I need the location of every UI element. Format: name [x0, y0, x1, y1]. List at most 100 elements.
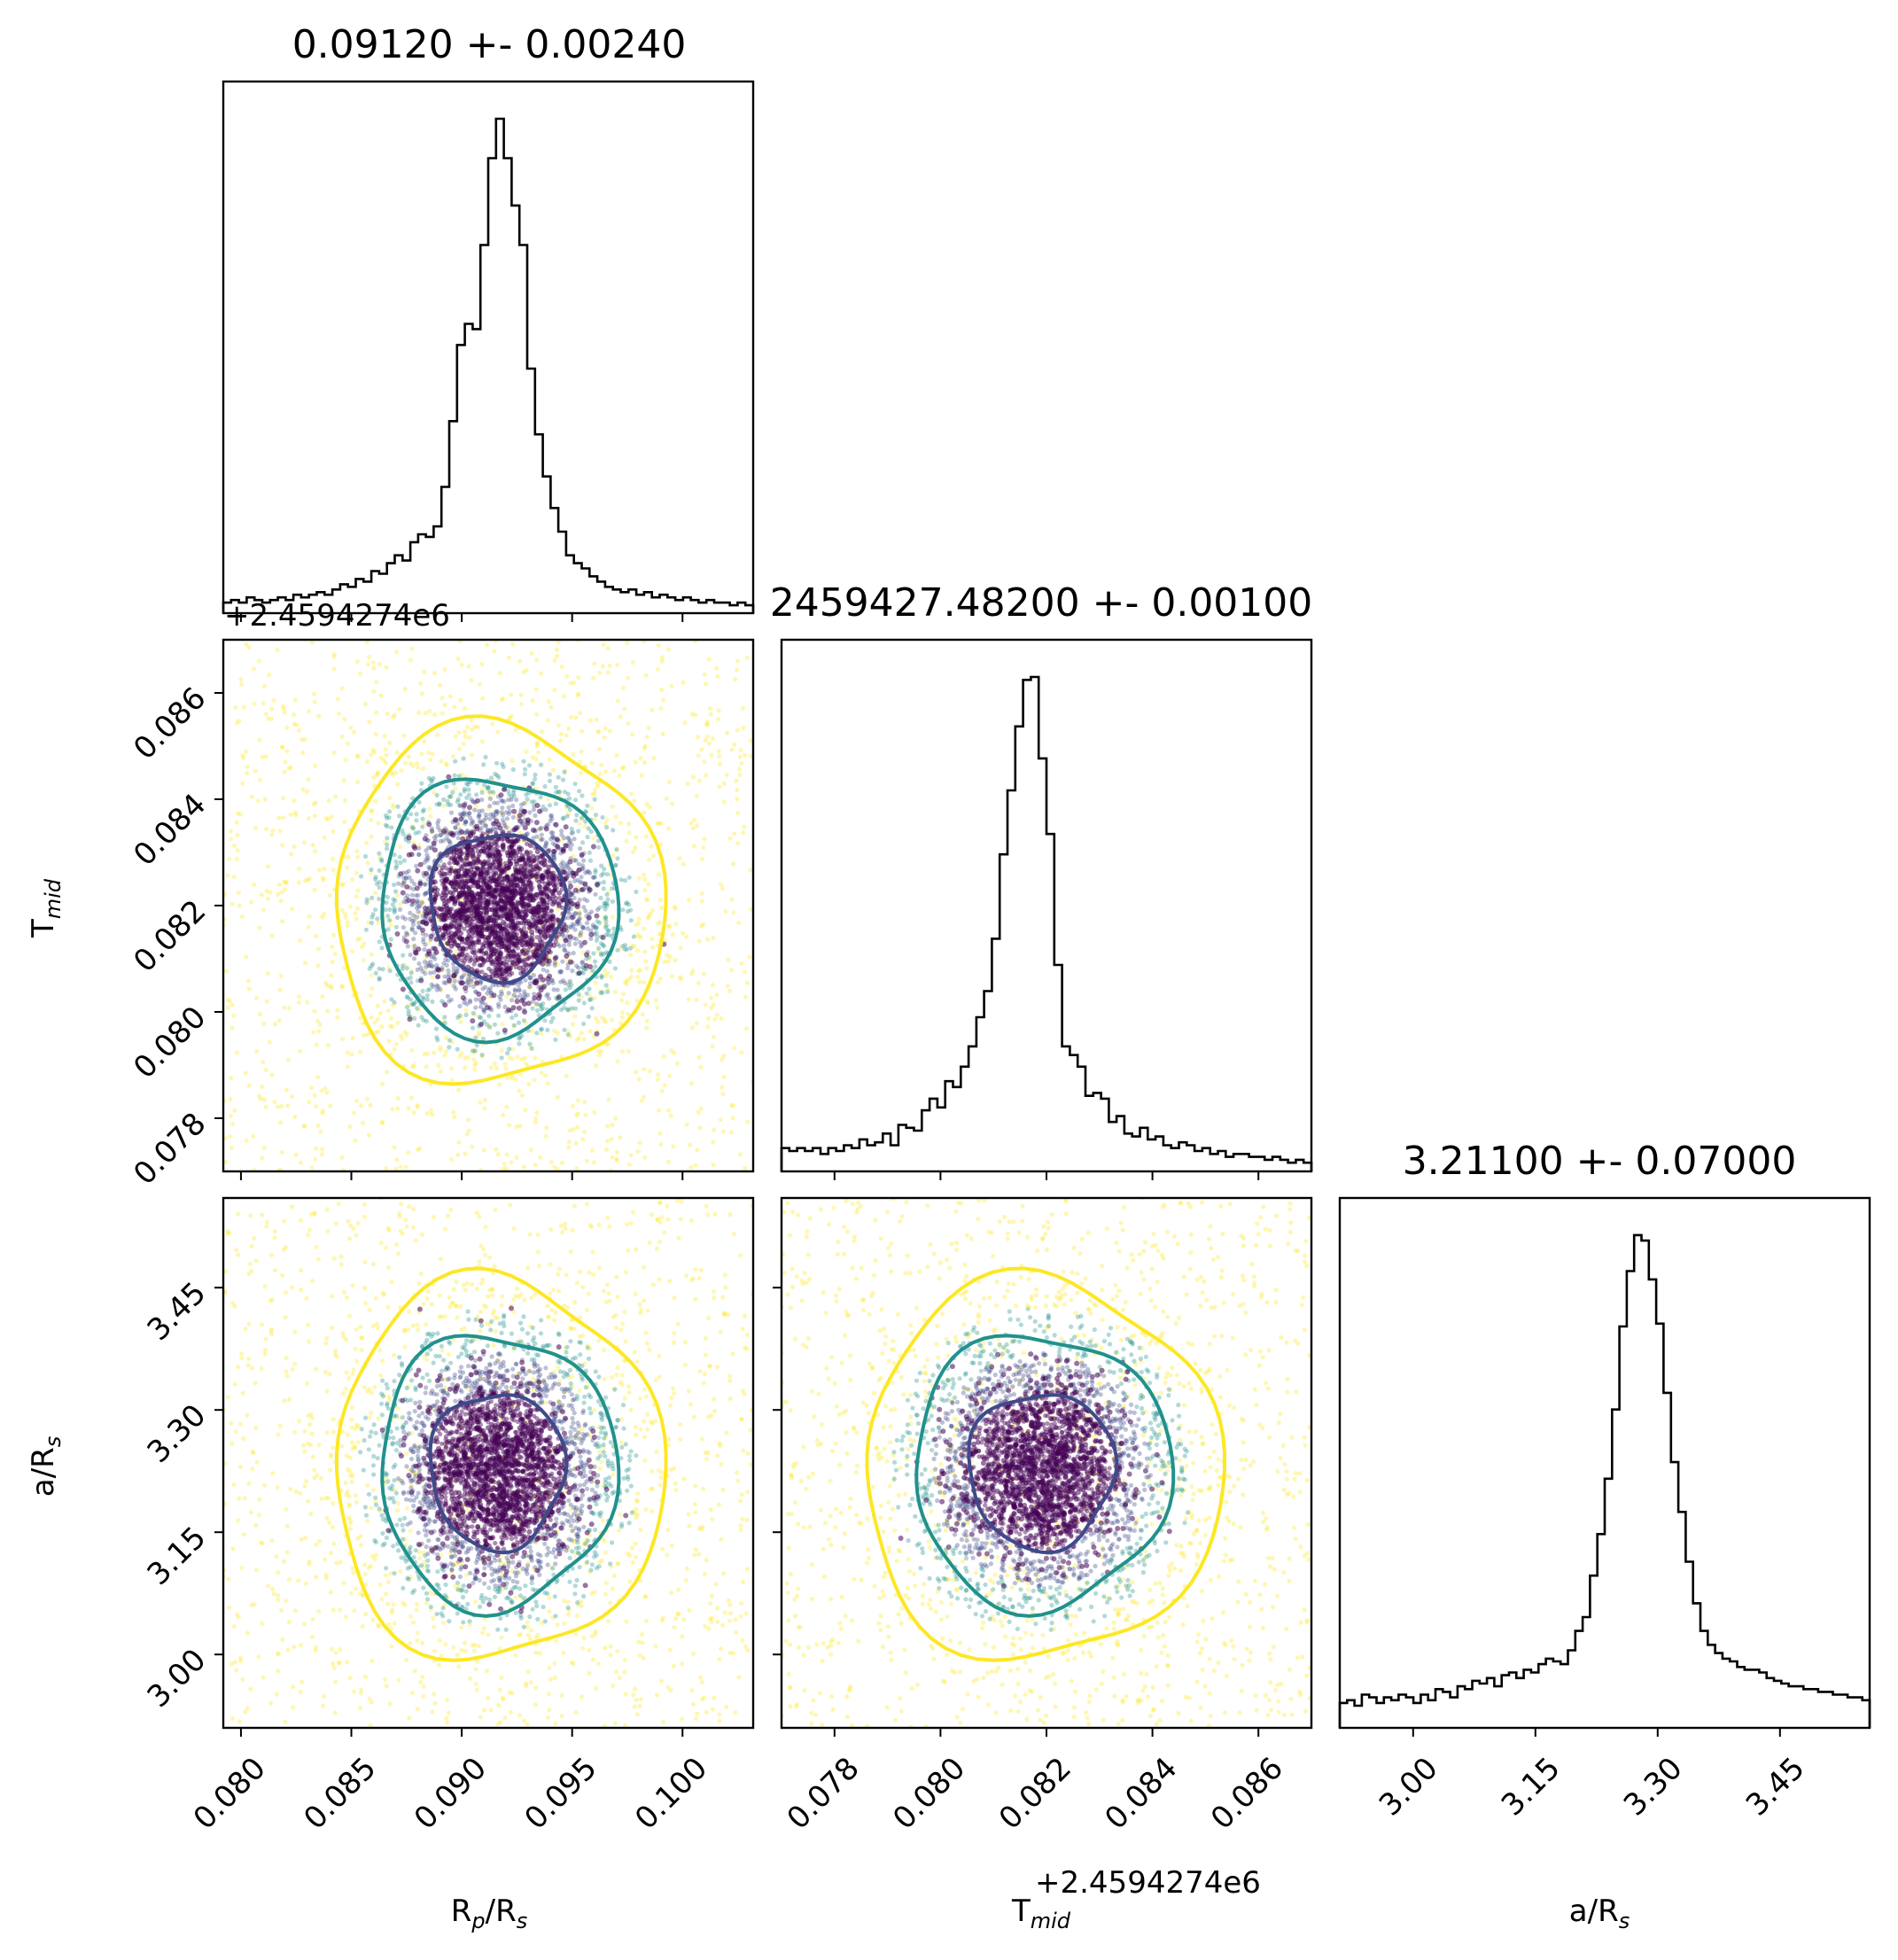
- scatter-point: [545, 1081, 550, 1086]
- scatter-point: [657, 931, 663, 937]
- scatter-point: [580, 863, 586, 868]
- scatter-point: [420, 900, 425, 906]
- scatter-point: [673, 957, 678, 962]
- scatter-point: [290, 906, 295, 912]
- scatter-point: [548, 908, 554, 914]
- scatter-point: [438, 1045, 443, 1050]
- scatter-point: [491, 992, 497, 999]
- scatter-point: [588, 931, 595, 937]
- scatter-point: [484, 927, 490, 932]
- scatter-point: [409, 892, 415, 898]
- scatter-point: [613, 862, 618, 867]
- scatter-point: [292, 1429, 298, 1435]
- scatter-point: [644, 999, 650, 1004]
- scatter-point: [574, 919, 580, 924]
- scatter-point: [588, 997, 594, 1002]
- scatter-point: [510, 993, 517, 999]
- scatter-point: [594, 925, 600, 930]
- scatter-point: [579, 875, 584, 880]
- scatter-point: [385, 1264, 391, 1271]
- scatter-point: [288, 812, 293, 817]
- scatter-point: [500, 813, 506, 818]
- scatter-point: [460, 995, 466, 1000]
- scatter-point: [734, 1629, 739, 1635]
- scatter-point: [522, 825, 528, 831]
- scatter-point: [602, 735, 607, 740]
- scatter-point: [313, 1103, 319, 1109]
- scatter-point: [395, 1405, 401, 1412]
- scatter-point: [598, 989, 603, 994]
- scatter-point: [480, 945, 486, 951]
- scatter-point: [576, 675, 581, 681]
- scatter-point: [374, 680, 379, 685]
- scatter-point: [422, 947, 427, 953]
- scatter-point: [622, 1657, 627, 1662]
- scatter-point: [339, 984, 346, 990]
- scatter-point: [388, 937, 393, 942]
- scatter-point: [735, 810, 741, 816]
- scatter-point: [456, 1139, 462, 1145]
- scatter-point: [563, 1221, 568, 1227]
- scatter-point: [465, 725, 471, 730]
- scatter-point: [369, 1390, 374, 1396]
- scatter-point: [517, 987, 522, 992]
- scatter-point: [725, 983, 730, 988]
- scatter-point: [445, 940, 451, 946]
- scatter-point: [602, 1017, 607, 1023]
- scatter-point: [507, 1046, 512, 1052]
- scatter-point: [547, 778, 553, 783]
- scatter-point: [585, 898, 590, 904]
- scatter-point: [735, 658, 741, 664]
- scatter-point: [407, 1203, 412, 1209]
- scatter-point: [283, 887, 288, 892]
- scatter-point: [483, 984, 488, 990]
- scatter-point: [620, 992, 626, 997]
- scatter-point: [409, 902, 415, 907]
- scatter-point: [292, 810, 298, 815]
- scatter-point: [479, 739, 485, 744]
- scatter-point: [339, 984, 345, 989]
- scatter-point: [272, 1022, 278, 1027]
- scatter-point: [709, 1005, 714, 1011]
- scatter-point: [608, 1653, 613, 1658]
- scatter-point: [522, 989, 527, 994]
- scatter-point: [647, 1069, 652, 1074]
- scatter-point: [494, 870, 499, 875]
- scatter-point: [484, 950, 489, 955]
- scatter-point: [568, 883, 573, 890]
- scatter-point: [495, 1031, 501, 1036]
- scatter-point: [699, 747, 704, 752]
- scatter-point: [694, 1716, 699, 1722]
- scatter-point: [508, 809, 513, 814]
- scatter-point: [420, 988, 425, 994]
- scatter-point: [496, 1357, 502, 1363]
- scatter-point: [406, 898, 412, 904]
- scatter-point: [610, 914, 615, 920]
- scatter-point: [230, 1546, 236, 1552]
- scatter-point: [402, 1328, 408, 1334]
- scatter-point: [695, 1711, 700, 1716]
- scatter-point: [539, 1026, 545, 1031]
- scatter-point: [595, 1019, 601, 1024]
- scatter-point: [446, 968, 451, 973]
- scatter-point: [689, 1688, 695, 1693]
- scatter-point: [492, 1308, 497, 1313]
- scatter-point: [233, 704, 238, 710]
- scatter-point: [438, 682, 443, 688]
- scatter-point: [377, 976, 382, 982]
- scatter-point: [541, 898, 546, 905]
- scatter-point: [574, 1166, 580, 1171]
- scatter-point: [477, 1259, 482, 1264]
- scatter-point: [526, 763, 533, 768]
- scatter-point: [710, 983, 716, 988]
- scatter-point: [229, 1420, 234, 1426]
- scatter-point: [413, 930, 418, 936]
- scatter-point: [401, 880, 406, 886]
- scatter-point: [322, 835, 327, 840]
- scatter-point: [406, 1012, 411, 1017]
- scatter-point: [561, 927, 567, 933]
- scatter-point: [587, 887, 593, 893]
- scatter-point: [580, 960, 586, 965]
- scatter-point: [510, 758, 515, 764]
- scatter-point: [511, 1023, 517, 1028]
